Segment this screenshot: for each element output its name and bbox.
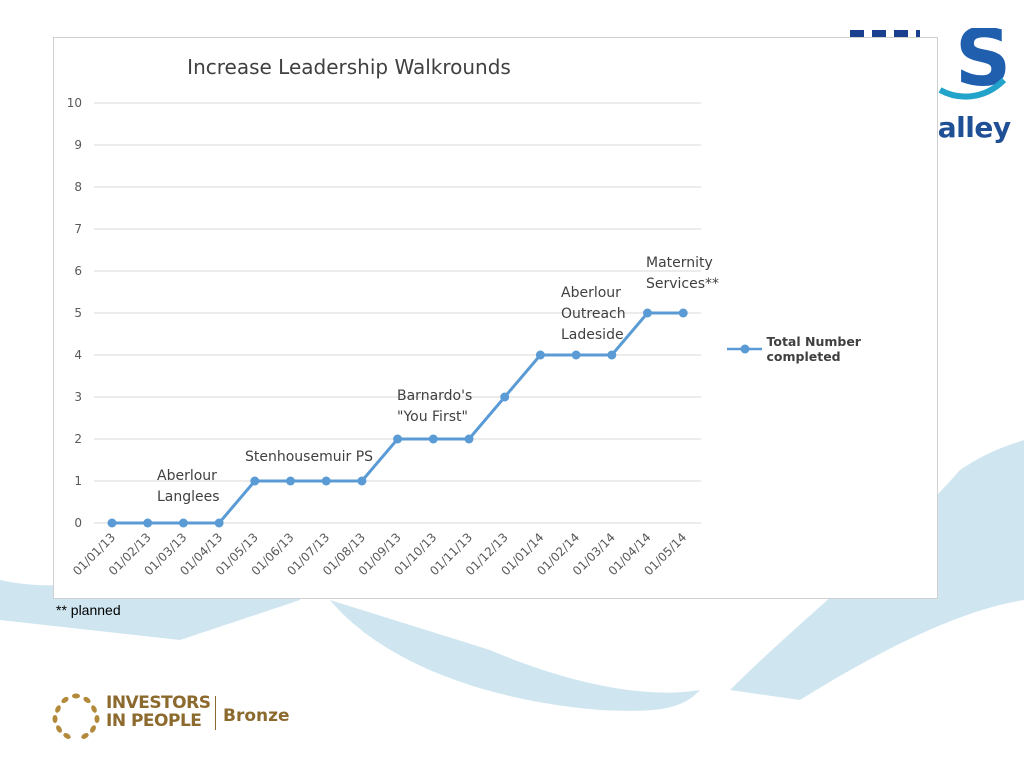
- series-points: [107, 308, 688, 528]
- nhs-logo-wave: [938, 77, 1007, 100]
- annotation-aberlour-outreach: Aberlour Outreach Ladeside: [561, 285, 626, 343]
- data-point: [357, 476, 367, 486]
- investors-in-people-logo: INVESTORS IN PEOPLE Bronze: [48, 688, 298, 744]
- data-point: [643, 308, 652, 318]
- data-point: [428, 434, 438, 444]
- y-axis-ticks: 0 1 2 3 4 5 6 7 8 9 10: [67, 96, 82, 530]
- annotation-maternity-services: Maternity Services**: [646, 255, 720, 292]
- chart-gridlines: [94, 102, 702, 524]
- chart-title: Increase Leadership Walkrounds: [187, 55, 511, 79]
- y-tick-label: 6: [74, 264, 82, 278]
- iip-separator: [215, 696, 216, 730]
- annotation-aberlour-langlees: Aberlour Langlees: [157, 468, 220, 505]
- y-tick-label: 4: [74, 348, 82, 362]
- data-point: [607, 350, 617, 360]
- annotation-barnardos: Barnardo's "You First": [397, 388, 473, 425]
- data-point: [535, 350, 545, 360]
- data-point: [214, 518, 224, 528]
- chart-plot: 0 1 2 3 4 5 6 7 8 9 10 01/01/1301/02/1301/03/1301/…: [67, 96, 702, 578]
- y-tick-label: 9: [74, 138, 82, 152]
- footnote: ** planned: [56, 602, 121, 618]
- iip-line-1: INVESTORS: [106, 693, 211, 713]
- iip-level: Bronze: [223, 706, 290, 726]
- data-point: [143, 518, 153, 528]
- y-tick-label: 8: [74, 180, 82, 194]
- data-point: [286, 476, 295, 486]
- nhs-logo-letter: S: [955, 28, 1012, 104]
- data-point: [678, 308, 688, 318]
- x-axis-ticks: 01/01/1301/02/1301/03/1301/04/1301/05/13…: [70, 530, 689, 578]
- data-point: [250, 476, 260, 486]
- legend-label: Total Number completed: [766, 334, 861, 364]
- y-tick-label: 10: [67, 96, 82, 110]
- y-tick-label: 5: [74, 306, 82, 320]
- data-point: [321, 476, 331, 486]
- chart-panel: 0 1 2 3 4 5 6 7 8 9 10 01/01/13 01/02/13 01/03/13 01/…: [53, 37, 938, 599]
- iip-line-2: IN PEOPLE: [106, 711, 202, 731]
- annotation-stenhousemuir: Stenhousemuir PS: [245, 449, 374, 465]
- data-point: [107, 518, 117, 528]
- nhs-logo-partial: [850, 30, 920, 40]
- data-point: [464, 434, 474, 444]
- chart-legend: Total Number completed: [727, 334, 937, 364]
- iip-wordmark: INVESTORS IN PEOPLE: [106, 693, 211, 731]
- y-tick-label: 3: [74, 390, 82, 404]
- data-point: [178, 518, 188, 528]
- data-point: [500, 392, 510, 402]
- data-point: [571, 350, 581, 360]
- data-point: [393, 434, 403, 444]
- legend-marker: [727, 344, 763, 354]
- y-tick-label: 2: [74, 432, 82, 446]
- y-tick-label: 1: [74, 474, 82, 488]
- y-tick-label: 7: [74, 222, 82, 236]
- laurel-wreath-icon: [52, 693, 100, 739]
- y-tick-label: 0: [74, 516, 82, 530]
